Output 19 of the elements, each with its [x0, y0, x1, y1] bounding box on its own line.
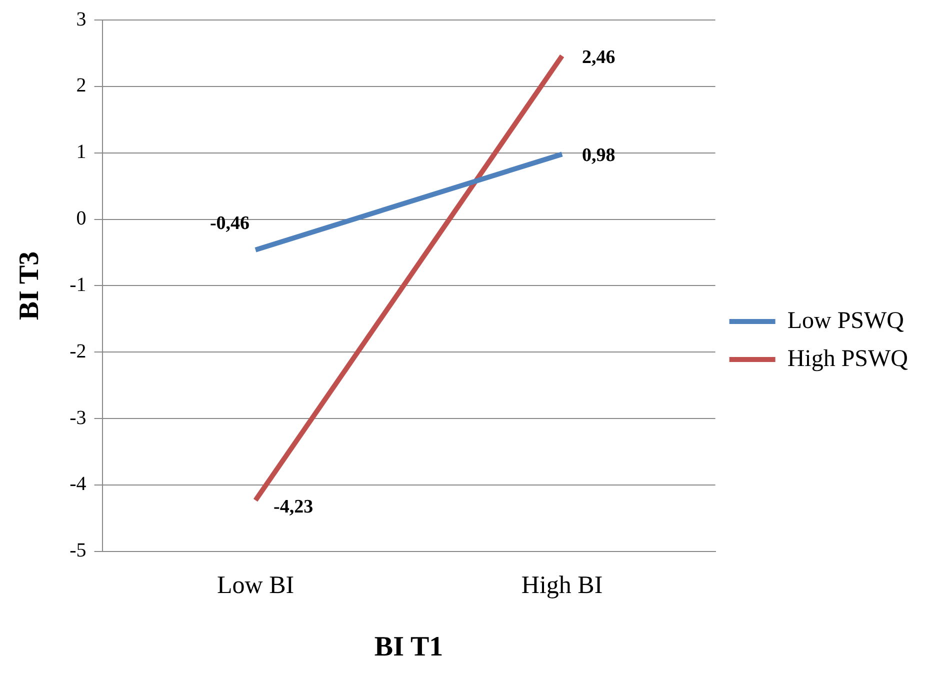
y-tick-label: -2	[70, 340, 86, 362]
x-tick-label: High BI	[521, 572, 603, 599]
legend-label: Low PSWQ	[787, 308, 904, 334]
data-label: -0,46	[210, 213, 250, 234]
y-tick-label: 3	[76, 8, 86, 30]
data-label: -4,23	[274, 496, 314, 518]
y-tick-label: -1	[70, 274, 86, 296]
y-axis-title: BI T3	[14, 251, 46, 320]
data-label: 0,98	[582, 145, 616, 166]
y-tick-label: -4	[70, 473, 86, 496]
x-tick-label: Low BI	[216, 572, 294, 599]
y-tick-label: 0	[76, 208, 86, 230]
y-tick-label: -5	[70, 540, 86, 562]
legend-label: High PSWQ	[787, 346, 908, 372]
x-axis-title: BI T1	[374, 631, 444, 662]
y-tick-label: 2	[76, 74, 86, 97]
y-tick-label: -3	[70, 406, 86, 429]
data-label: 2,46	[582, 46, 616, 68]
y-tick-label: 1	[76, 141, 86, 164]
